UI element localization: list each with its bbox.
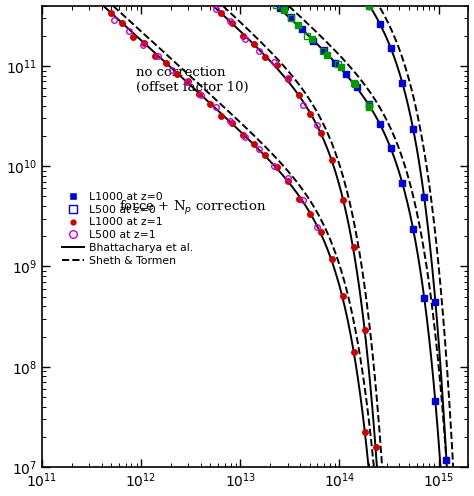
Legend: L1000 at z=0, L500 at z=0, L1000 at z=1, L500 at z=1, Bhattacharya et al., Sheth: L1000 at z=0, L500 at z=0, L1000 at z=1,… [60,190,196,268]
Text: no correction
(offset factor 10): no correction (offset factor 10) [136,65,248,94]
Text: force + N$_p$ correction: force + N$_p$ correction [118,199,266,217]
